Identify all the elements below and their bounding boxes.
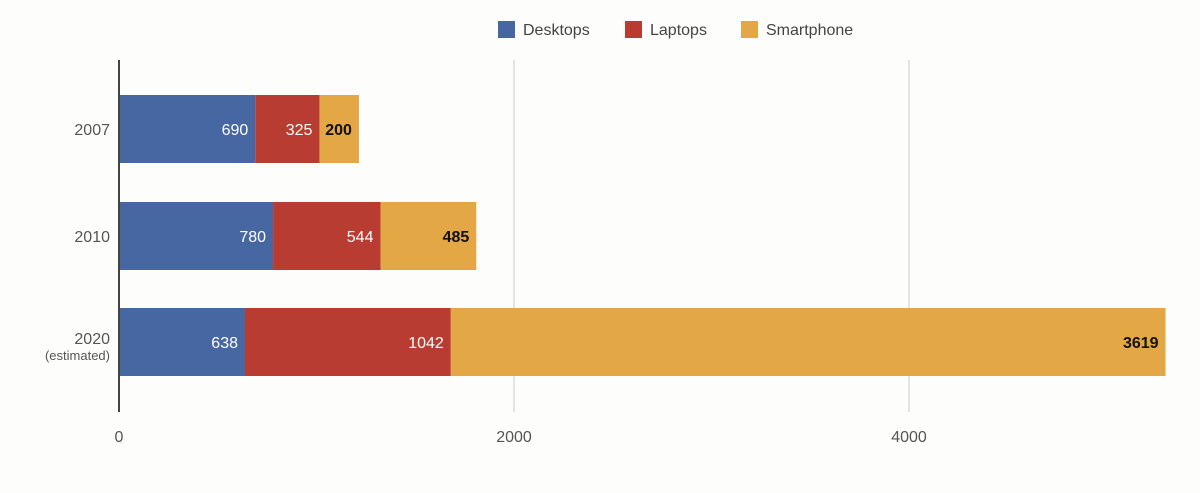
data-label: 638 — [211, 335, 238, 352]
data-label: 690 — [222, 122, 249, 139]
data-label: 780 — [239, 229, 266, 246]
y-category-label: 2020 — [74, 331, 110, 348]
legend-swatch — [498, 21, 515, 38]
data-label: 325 — [286, 122, 313, 139]
bar-segment-laptops — [245, 308, 451, 376]
y-category-label: 2007 — [74, 122, 110, 139]
x-tick-label: 2000 — [496, 429, 532, 446]
y-category-label: 2010 — [74, 229, 110, 246]
data-label: 200 — [325, 122, 352, 139]
bar-segment-desktops — [119, 308, 246, 376]
legend-label: Smartphone — [766, 22, 853, 39]
bar-segment-desktops — [119, 202, 274, 270]
x-tick-label: 0 — [115, 429, 124, 446]
bar-segment-laptops — [255, 95, 320, 163]
data-label: 544 — [347, 229, 374, 246]
legend-swatch — [741, 21, 758, 38]
bar-segment-smartphone — [450, 308, 1166, 376]
data-label: 3619 — [1123, 335, 1159, 352]
bar-segment-laptops — [273, 202, 381, 270]
data-label: 1042 — [408, 335, 444, 352]
bar-segment-smartphone — [319, 95, 359, 163]
bar-segment-desktops — [119, 95, 256, 163]
x-tick-label: 4000 — [891, 429, 927, 446]
data-label: 485 — [443, 229, 470, 246]
legend-swatch — [625, 21, 642, 38]
bar-segment-smartphone — [380, 202, 477, 270]
legend-label: Laptops — [650, 22, 707, 39]
y-category-sublabel: (estimated) — [45, 348, 110, 363]
legend-label: Desktops — [523, 22, 590, 39]
